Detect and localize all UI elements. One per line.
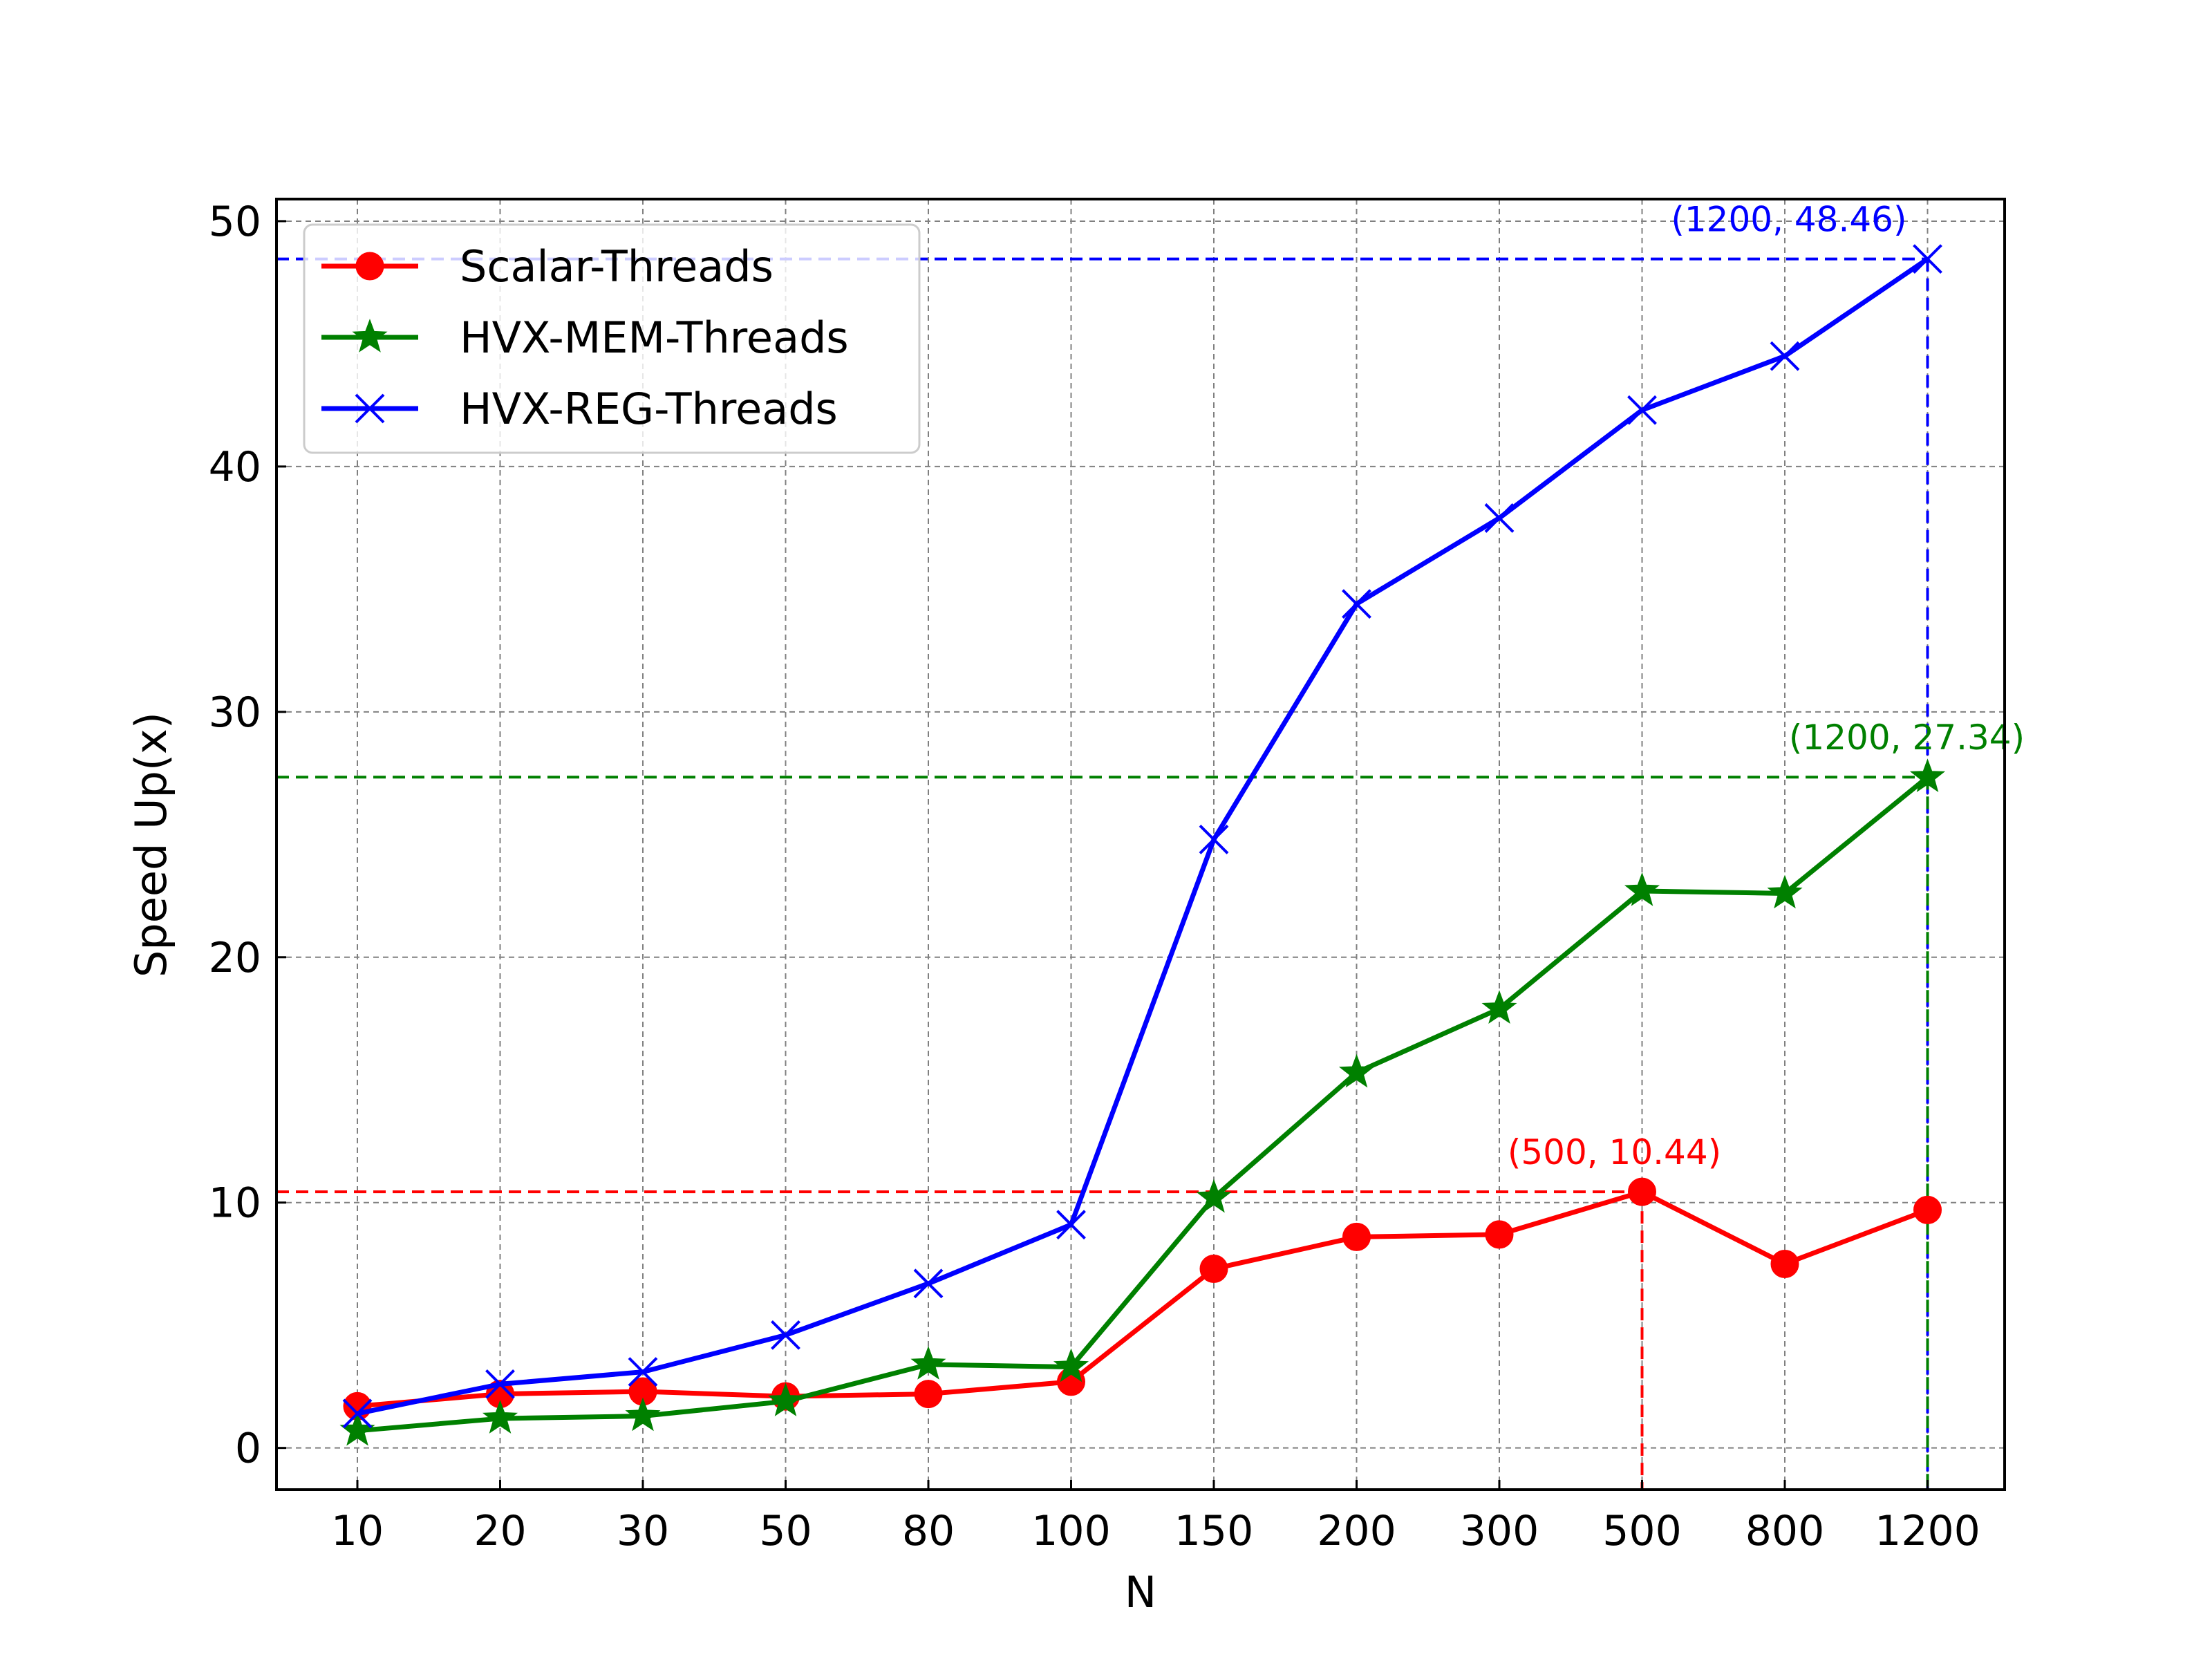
data-point-hvx-mem-threads [482,1400,518,1434]
data-point-hvx-reg-threads [342,1398,373,1429]
data-point-hvx-mem-threads [625,1397,661,1432]
data-point-hvx-mem-threads [767,1382,804,1416]
legend-entry-label: Scalar-Threads [460,241,774,292]
data-point-hvx-mem-threads [1338,1053,1375,1088]
data-point-hvx-reg-threads [1056,1210,1086,1240]
data-point-hvx-mem-threads [1909,758,1946,793]
legend-entry-label: HVX-MEM-Threads [460,312,849,363]
data-point-hvx-reg-threads [1342,589,1371,619]
legend-swatch-marker [352,319,388,353]
legend-swatch-marker [355,393,385,424]
data-point-hvx-reg-threads [1484,503,1515,533]
x-tick-label: 300 [1460,1507,1539,1555]
data-point-hvx-reg-threads [1627,395,1657,425]
data-point-scalar-threads [1770,1249,1799,1278]
y-tick-label: 10 [209,1179,261,1228]
legend-entry-label: HVX-REG-Threads [460,384,838,434]
x-tick-label: 30 [617,1507,669,1555]
data-point-scalar-threads [1485,1220,1514,1249]
plot-frame [275,198,2006,1491]
legend: Scalar-Threads HVX-MEM-Threads HVX-REG-Thr… [303,223,921,454]
x-tick-label: 500 [1602,1507,1682,1555]
series-line-hvx-mem-threads [357,775,1929,1434]
data-point-hvx-mem-threads [1481,990,1517,1024]
x-axis-label: N [1125,1567,1156,1618]
data-point-scalar-threads [1628,1177,1656,1206]
annotations: (1200, 48.46) (1200, 27.34) (500, 10.44) [1508,200,2025,1172]
x-tick-label: 20 [474,1507,526,1555]
data-point-hvx-reg-threads [1913,244,1942,274]
data-point-scalar-threads [1199,1255,1228,1284]
x-tick-label: 50 [759,1507,812,1555]
y-tick-label: 40 [209,443,261,491]
data-point-hvx-reg-threads [485,1369,515,1399]
annotation-label: (1200, 48.46) [1671,200,1906,240]
x-tick-label: 200 [1317,1507,1396,1555]
y-tick-label: 50 [209,198,261,246]
x-tick-label: 100 [1031,1507,1111,1555]
y-axis-label: Speed Up(x) [126,712,176,977]
series-line-scalar-threads [357,1189,1929,1409]
data-point-hvx-mem-threads [1624,872,1660,906]
axis-ticks: 10 20 30 50 80 100 150 200 300 500 800 1200 0 10 20 30 4… [209,198,1980,1555]
data-point-hvx-mem-threads [910,1346,946,1380]
series-lines [339,244,1946,1446]
data-point-hvx-reg-threads [628,1357,658,1387]
data-point-hvx-reg-threads [771,1320,800,1350]
data-point-hvx-reg-threads [913,1268,944,1299]
annotation-label: (500, 10.44) [1508,1132,1721,1172]
data-point-scalar-threads [914,1380,943,1409]
y-tick-label: 20 [209,934,261,982]
data-point-hvx-mem-threads [1053,1348,1089,1382]
x-tick-label: 150 [1174,1507,1254,1555]
x-tick-label: 80 [902,1507,955,1555]
y-tick-label: 0 [235,1425,261,1473]
x-tick-label: 1200 [1875,1507,1980,1555]
data-point-scalar-threads [1342,1222,1371,1251]
legend-swatch-marker [355,252,384,281]
legend-box [303,223,921,454]
data-point-hvx-mem-threads [1196,1179,1232,1213]
data-point-hvx-reg-threads [1199,824,1229,854]
series-line-hvx-reg-threads [357,256,1929,1416]
data-point-hvx-mem-threads [1767,874,1803,909]
data-point-scalar-threads [1913,1195,1942,1224]
x-tick-label: 10 [331,1507,384,1555]
y-tick-label: 30 [209,688,261,737]
x-tick-label: 800 [1745,1507,1825,1555]
annotation-label: (1200, 27.34) [1789,718,2025,758]
data-point-hvx-reg-threads [1770,341,1800,371]
